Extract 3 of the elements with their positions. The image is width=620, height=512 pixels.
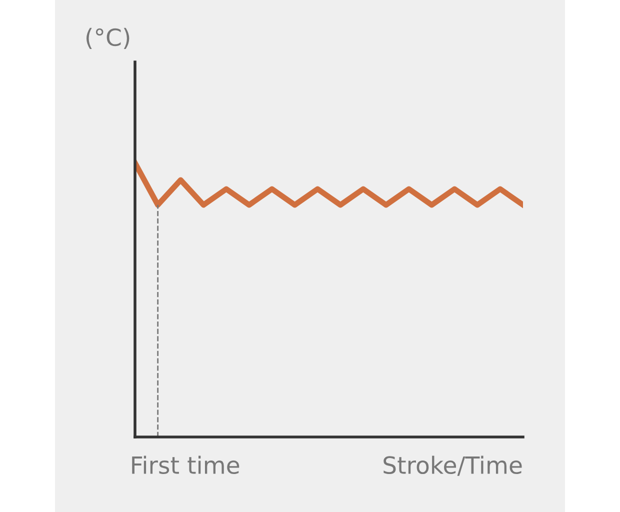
- x-axis-title: Stroke/Time: [384, 456, 522, 476]
- y-axis-title: (°C): [86, 28, 130, 49]
- text: First time: [132, 456, 240, 474]
